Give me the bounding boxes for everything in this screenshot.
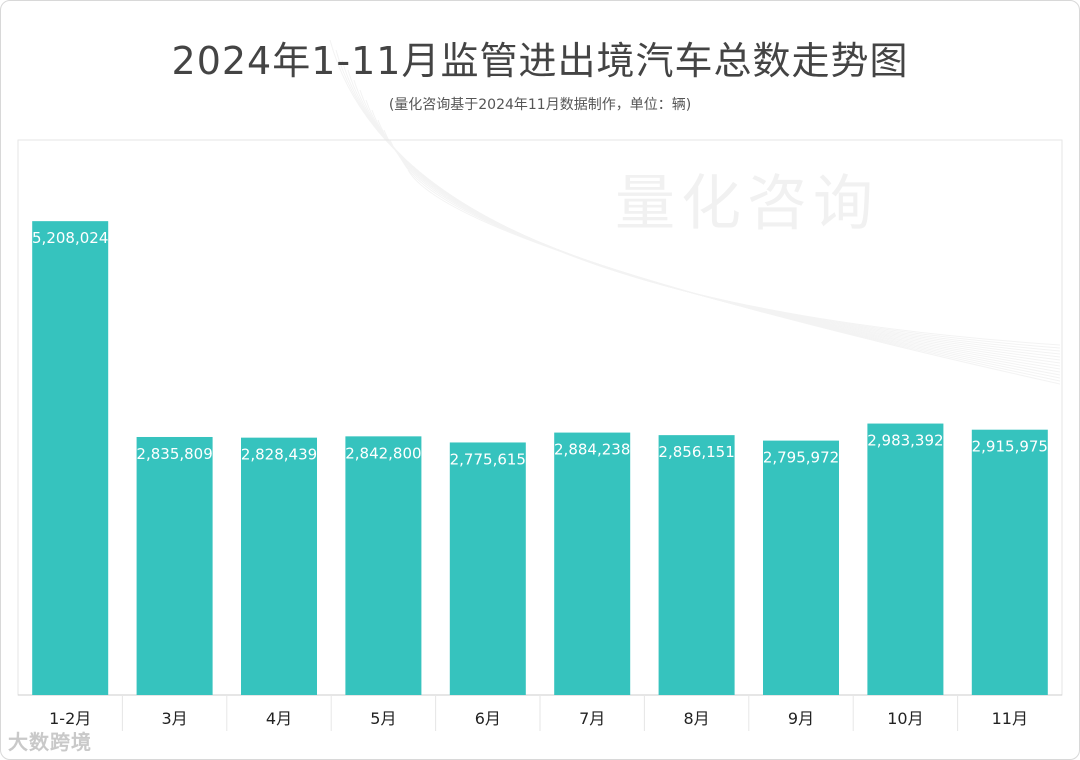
decor-line xyxy=(365,99,1061,364)
background-decoration xyxy=(329,39,1061,385)
x-tick-label: 7月 xyxy=(579,709,605,728)
bar-10 xyxy=(971,429,1048,695)
decor-line xyxy=(401,159,1061,382)
x-tick-label: 3月 xyxy=(162,709,188,728)
watermark-text: 量化咨询 xyxy=(615,169,879,239)
bar-value-label: 2,884,238 xyxy=(554,441,630,459)
decor-line xyxy=(383,129,1061,373)
bar-value-label: 2,835,809 xyxy=(136,445,212,463)
bar-2 xyxy=(136,436,213,695)
decor-line xyxy=(359,89,1061,361)
decor-line xyxy=(371,109,1061,367)
bar-value-label: 2,842,800 xyxy=(345,444,421,462)
bar-value-label: 5,208,024 xyxy=(32,229,108,247)
bar-5 xyxy=(449,442,526,695)
bar-4 xyxy=(345,436,422,695)
decor-line xyxy=(389,139,1061,376)
chart-subtitle: (量化咨询基于2024年11月数据制作，单位：辆) xyxy=(388,97,692,113)
decor-line xyxy=(353,79,1061,358)
decor-line xyxy=(377,119,1061,370)
x-tick-label: 5月 xyxy=(370,709,396,728)
footer-logo: 大数跨境 xyxy=(8,730,92,754)
x-tick-label: 10月 xyxy=(887,709,923,728)
bar-value-label: 2,828,439 xyxy=(241,446,317,464)
bar-1 xyxy=(32,221,109,695)
bar-value-label: 2,983,392 xyxy=(867,432,943,450)
bar-6 xyxy=(554,432,631,695)
x-tick-label: 4月 xyxy=(266,709,292,728)
bar-value-label: 2,795,972 xyxy=(763,449,839,467)
bar-7 xyxy=(658,435,735,695)
decor-line xyxy=(407,169,1061,385)
x-tick-label: 1-2月 xyxy=(49,709,91,728)
decor-line xyxy=(395,149,1061,379)
bar-3 xyxy=(241,437,317,695)
chart-title: 2024年1-11月监管进出境汽车总数走势图 xyxy=(171,39,909,83)
bar-value-label: 2,775,615 xyxy=(450,450,526,468)
bar-value-label: 2,856,151 xyxy=(658,443,734,461)
x-tick-label: 8月 xyxy=(684,709,710,728)
plot-area: 5,208,024 1-2月 2,835,809 3月 2,828,439 4月 2,842… xyxy=(17,139,1063,731)
bar-8 xyxy=(763,440,839,695)
x-tick-label: 6月 xyxy=(475,709,501,728)
bar-9 xyxy=(867,423,944,695)
x-tick-label: 9月 xyxy=(788,709,814,728)
x-tick-label: 11月 xyxy=(992,709,1028,728)
bar-value-label: 2,915,975 xyxy=(972,438,1048,456)
